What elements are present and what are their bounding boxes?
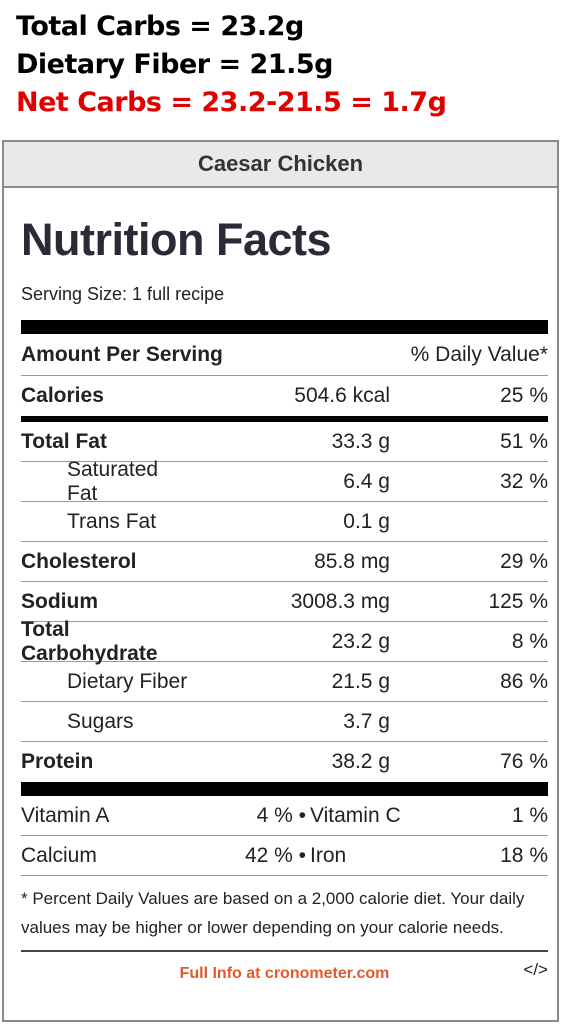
amount-per-serving-label: Amount Per Serving xyxy=(21,342,223,366)
embed-code-icon[interactable]: </> xyxy=(523,960,548,979)
nutrient-row-dietary-fiber: Dietary Fiber 21.5 g 86 % xyxy=(21,662,548,702)
nutrient-pct: 8 % xyxy=(511,629,548,653)
cronometer-link[interactable]: Full Info at cronometer.com xyxy=(179,965,390,982)
nutrition-facts-panel: Nutrition Facts Serving Size: 1 full rec… xyxy=(21,202,548,996)
nutrient-pct: 76 % xyxy=(500,750,548,773)
nutrient-name: Saturated Fat xyxy=(67,457,159,505)
vitamin-a-label: Vitamin A xyxy=(21,803,110,827)
calories-amount: 504.6 kcal xyxy=(294,384,390,407)
nutrient-row-sodium: Sodium 3008.3 mg 125 % xyxy=(21,582,548,622)
nutrient-amount: 21.5 g xyxy=(331,669,390,693)
nutrient-pct: 125 % xyxy=(488,589,548,613)
nutrient-amount: 33.3 g xyxy=(331,429,390,453)
thick-divider xyxy=(21,782,548,796)
nutrition-facts-heading: Nutrition Facts xyxy=(21,214,332,265)
nutrient-name: Dietary Fiber xyxy=(67,669,188,693)
nutrition-label: Caesar Chicken Nutrition Facts Serving S… xyxy=(2,140,559,1022)
nutrient-amount: 85.8 mg xyxy=(314,549,390,573)
nutrient-name: Trans Fat xyxy=(67,509,157,533)
nutrient-name: Total Carbohydrate xyxy=(21,617,158,665)
nutrient-row-total-carbohydrate: Total Carbohydrate 23.2 g 8 % xyxy=(21,618,548,665)
nutrient-row-sugars: Sugars 3.7 g xyxy=(21,702,548,742)
daily-value-footnote: * Percent Daily Values are based on a 2,… xyxy=(21,876,548,952)
mineral-row: Calcium 42 % • Iron 18 % xyxy=(21,836,548,876)
nutrient-amount: 38.2 g xyxy=(331,750,390,773)
nutrient-name: Cholesterol xyxy=(21,549,137,573)
nutrient-amount: 6.4 g xyxy=(343,469,390,493)
nutrient-pct: 32 % xyxy=(500,469,548,493)
nutrient-row-saturated-fat: Saturated Fat 6.4 g 32 % xyxy=(21,458,548,505)
nutrient-row-total-fat: Total Fat 33.3 g 51 % xyxy=(21,422,548,462)
nutrient-amount: 3.7 g xyxy=(343,709,390,733)
vitamin-a-pct: 4 % • xyxy=(256,803,306,827)
nutrient-name: Sodium xyxy=(21,589,98,613)
nutrient-name: Sugars xyxy=(67,709,134,733)
calcium-label: Calcium xyxy=(21,843,97,867)
iron-pct: 18 % xyxy=(500,843,548,867)
nutrient-row-trans-fat: Trans Fat 0.1 g xyxy=(21,502,548,542)
nutrient-amount: 3008.3 mg xyxy=(290,589,390,613)
medium-divider xyxy=(21,416,548,422)
calories-pct: 25 % xyxy=(500,384,548,407)
calories-row: Calories 504.6 kcal 25 % xyxy=(21,376,548,416)
total-carbs-line: Total Carbs = 23.2g xyxy=(16,11,304,42)
nutrient-pct: 29 % xyxy=(500,549,548,573)
label-footer: Full Info at cronometer.com </> xyxy=(21,952,548,996)
carb-summary: Total Carbs = 23.2g Dietary Fiber = 21.5… xyxy=(16,8,447,122)
nutrient-pct: 86 % xyxy=(500,669,548,693)
calories-label: Calories xyxy=(21,384,104,407)
net-carbs-line: Net Carbs = 23.2-21.5 = 1.7g xyxy=(16,87,447,118)
iron-label: Iron xyxy=(310,843,347,867)
vitamin-c-label: Vitamin C xyxy=(310,803,401,827)
dietary-fiber-line: Dietary Fiber = 21.5g xyxy=(16,49,333,80)
nutrient-name: Total Fat xyxy=(21,429,107,453)
nutrient-name: Protein xyxy=(21,750,94,773)
vitamin-row: Vitamin A 4 % • Vitamin C 1 % xyxy=(21,796,548,836)
nutrient-amount: 0.1 g xyxy=(343,509,390,533)
recipe-title: Caesar Chicken xyxy=(4,142,557,188)
amount-per-serving-row: Amount Per Serving % Daily Value* xyxy=(21,334,548,376)
nutrient-amount: 23.2 g xyxy=(331,629,390,653)
calcium-pct: 42 % • xyxy=(244,843,306,867)
serving-size: Serving Size: 1 full recipe xyxy=(21,284,225,304)
vitamin-c-pct: 1 % xyxy=(511,803,548,827)
nutrient-row-cholesterol: Cholesterol 85.8 mg 29 % xyxy=(21,542,548,582)
nutrient-pct: 51 % xyxy=(500,429,548,453)
thick-divider xyxy=(21,320,548,334)
daily-value-header: % Daily Value* xyxy=(410,342,548,366)
nutrient-row-protein: Protein 38.2 g 76 % xyxy=(21,742,548,782)
